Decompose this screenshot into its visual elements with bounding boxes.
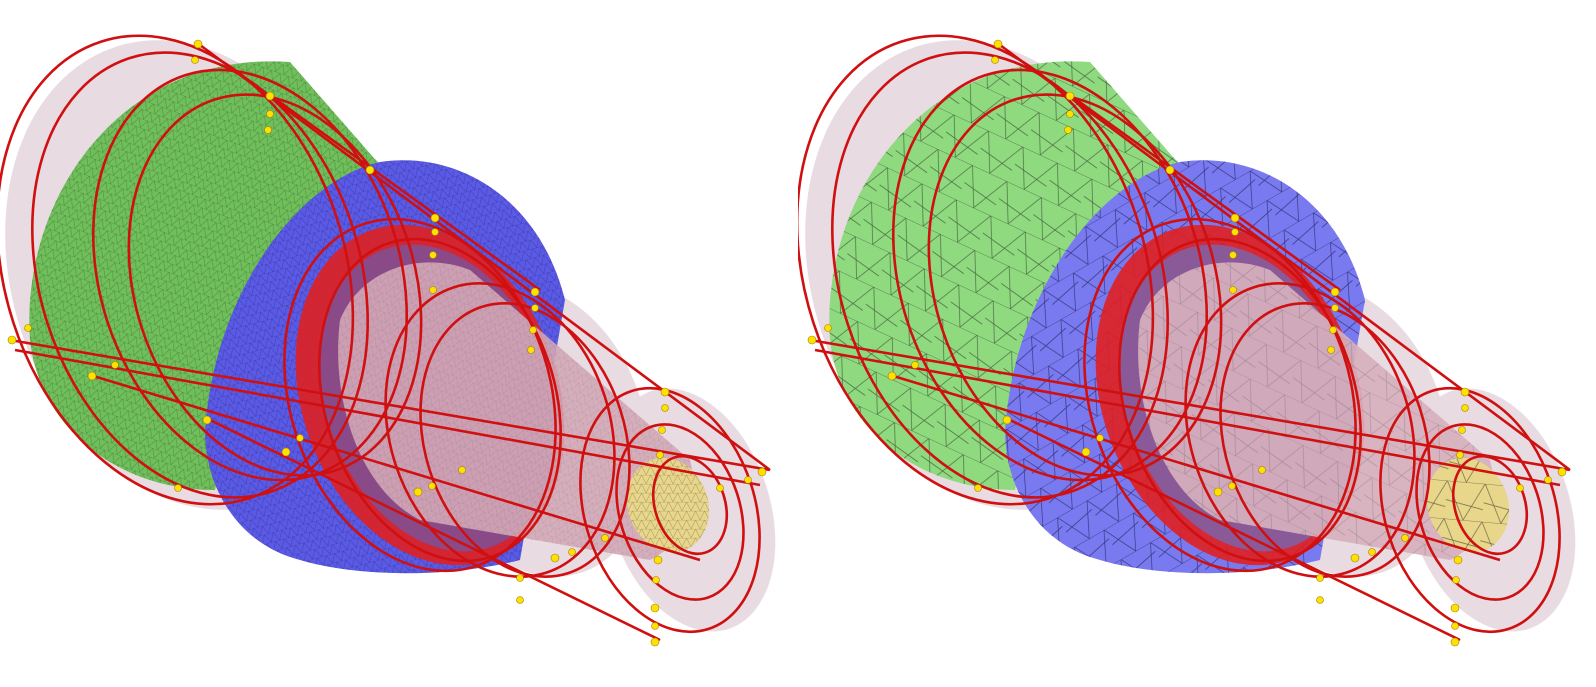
tip-cap bbox=[626, 457, 710, 553]
inner-cone bbox=[338, 262, 694, 560]
fine-mesh-render bbox=[0, 34, 776, 647]
red-curves bbox=[798, 34, 1571, 642]
red-curves bbox=[0, 34, 771, 642]
tip-cap bbox=[1426, 457, 1510, 553]
vertex-markers bbox=[7, 39, 767, 647]
inner-cone bbox=[1138, 262, 1494, 560]
vertex-markers bbox=[807, 39, 1567, 647]
coarse-mesh-render bbox=[798, 34, 1576, 647]
panel-fine-mesh bbox=[0, 34, 776, 647]
panel-coarse-mesh bbox=[798, 0, 1596, 687]
